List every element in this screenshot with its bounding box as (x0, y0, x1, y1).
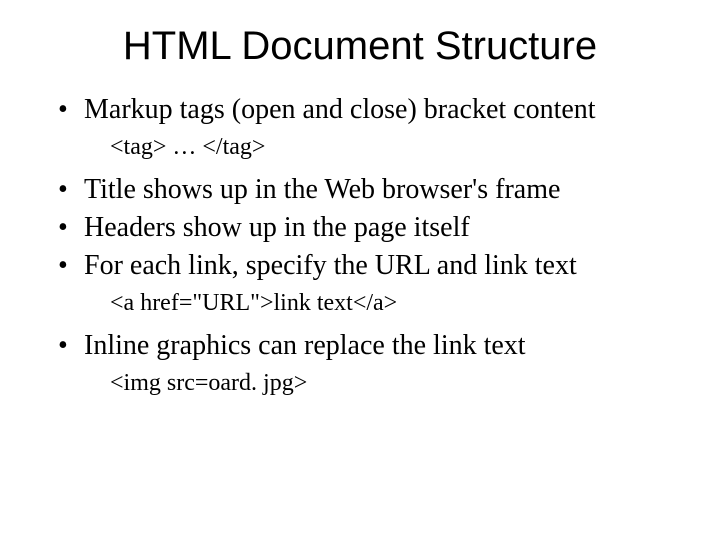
bullet-text: Inline graphics can replace the link tex… (84, 330, 526, 361)
bullet-text: Markup tags (open and close) bracket con… (84, 94, 596, 125)
slide-title: HTML Document Structure (40, 24, 680, 69)
list-item: Headers show up in the page itself (58, 209, 680, 247)
slide: HTML Document Structure Markup tags (ope… (0, 0, 720, 540)
bullet-list: Markup tags (open and close) bracket con… (40, 91, 680, 399)
list-item: Title shows up in the Web browser's fram… (58, 171, 680, 209)
sub-text: <tag> … </tag> (84, 131, 680, 163)
list-item: Markup tags (open and close) bracket con… (58, 91, 680, 163)
sub-text: <img src=oard. jpg> (84, 367, 680, 399)
bullet-text: For each link, specify the URL and link … (84, 250, 577, 281)
list-item: Inline graphics can replace the link tex… (58, 327, 680, 399)
bullet-text: Title shows up in the Web browser's fram… (84, 174, 560, 205)
bullet-text: Headers show up in the page itself (84, 212, 470, 243)
list-item: For each link, specify the URL and link … (58, 247, 680, 319)
sub-text: <a href="URL">link text</a> (84, 287, 680, 319)
